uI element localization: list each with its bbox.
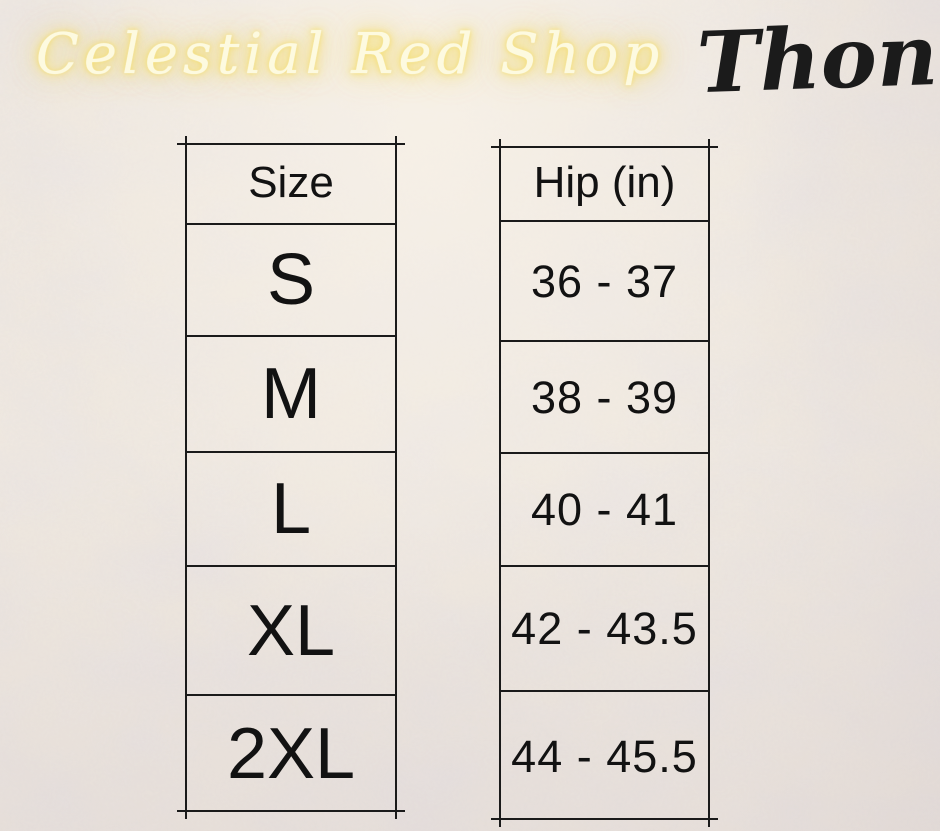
product-title: Thong <box>695 2 940 113</box>
size-table-header: Size <box>248 158 334 207</box>
hip-cell-s: 36 - 37 <box>499 220 710 340</box>
table-frame-line <box>499 139 501 827</box>
size-cell-l: L <box>185 451 397 565</box>
table-frame-line <box>491 146 718 148</box>
size-cell-m: M <box>185 335 397 451</box>
size-cell-xl: XL <box>185 565 397 694</box>
size-table: Size S M L XL 2XL <box>177 136 405 819</box>
size-cell-2xl: 2XL <box>185 694 397 812</box>
table-frame-line <box>177 143 405 145</box>
hip-cell-m: 38 - 39 <box>499 340 710 452</box>
size-cell-s: S <box>185 223 397 335</box>
table-frame-line <box>177 810 405 812</box>
table-frame-line <box>185 136 187 819</box>
hip-cell-l: 40 - 41 <box>499 452 710 565</box>
table-frame-line <box>708 139 710 827</box>
hip-cell-xl: 42 - 43.5 <box>499 565 710 690</box>
hip-cell-2xl: 44 - 45.5 <box>499 690 710 820</box>
hip-table: Hip (in) 36 - 37 38 - 39 40 - 41 42 - 43… <box>491 139 718 827</box>
hip-table-header: Hip (in) <box>533 158 676 207</box>
brand-title: Celestial Red Shop <box>36 22 665 87</box>
table-frame-line <box>491 818 718 820</box>
table-frame-line <box>395 136 397 819</box>
